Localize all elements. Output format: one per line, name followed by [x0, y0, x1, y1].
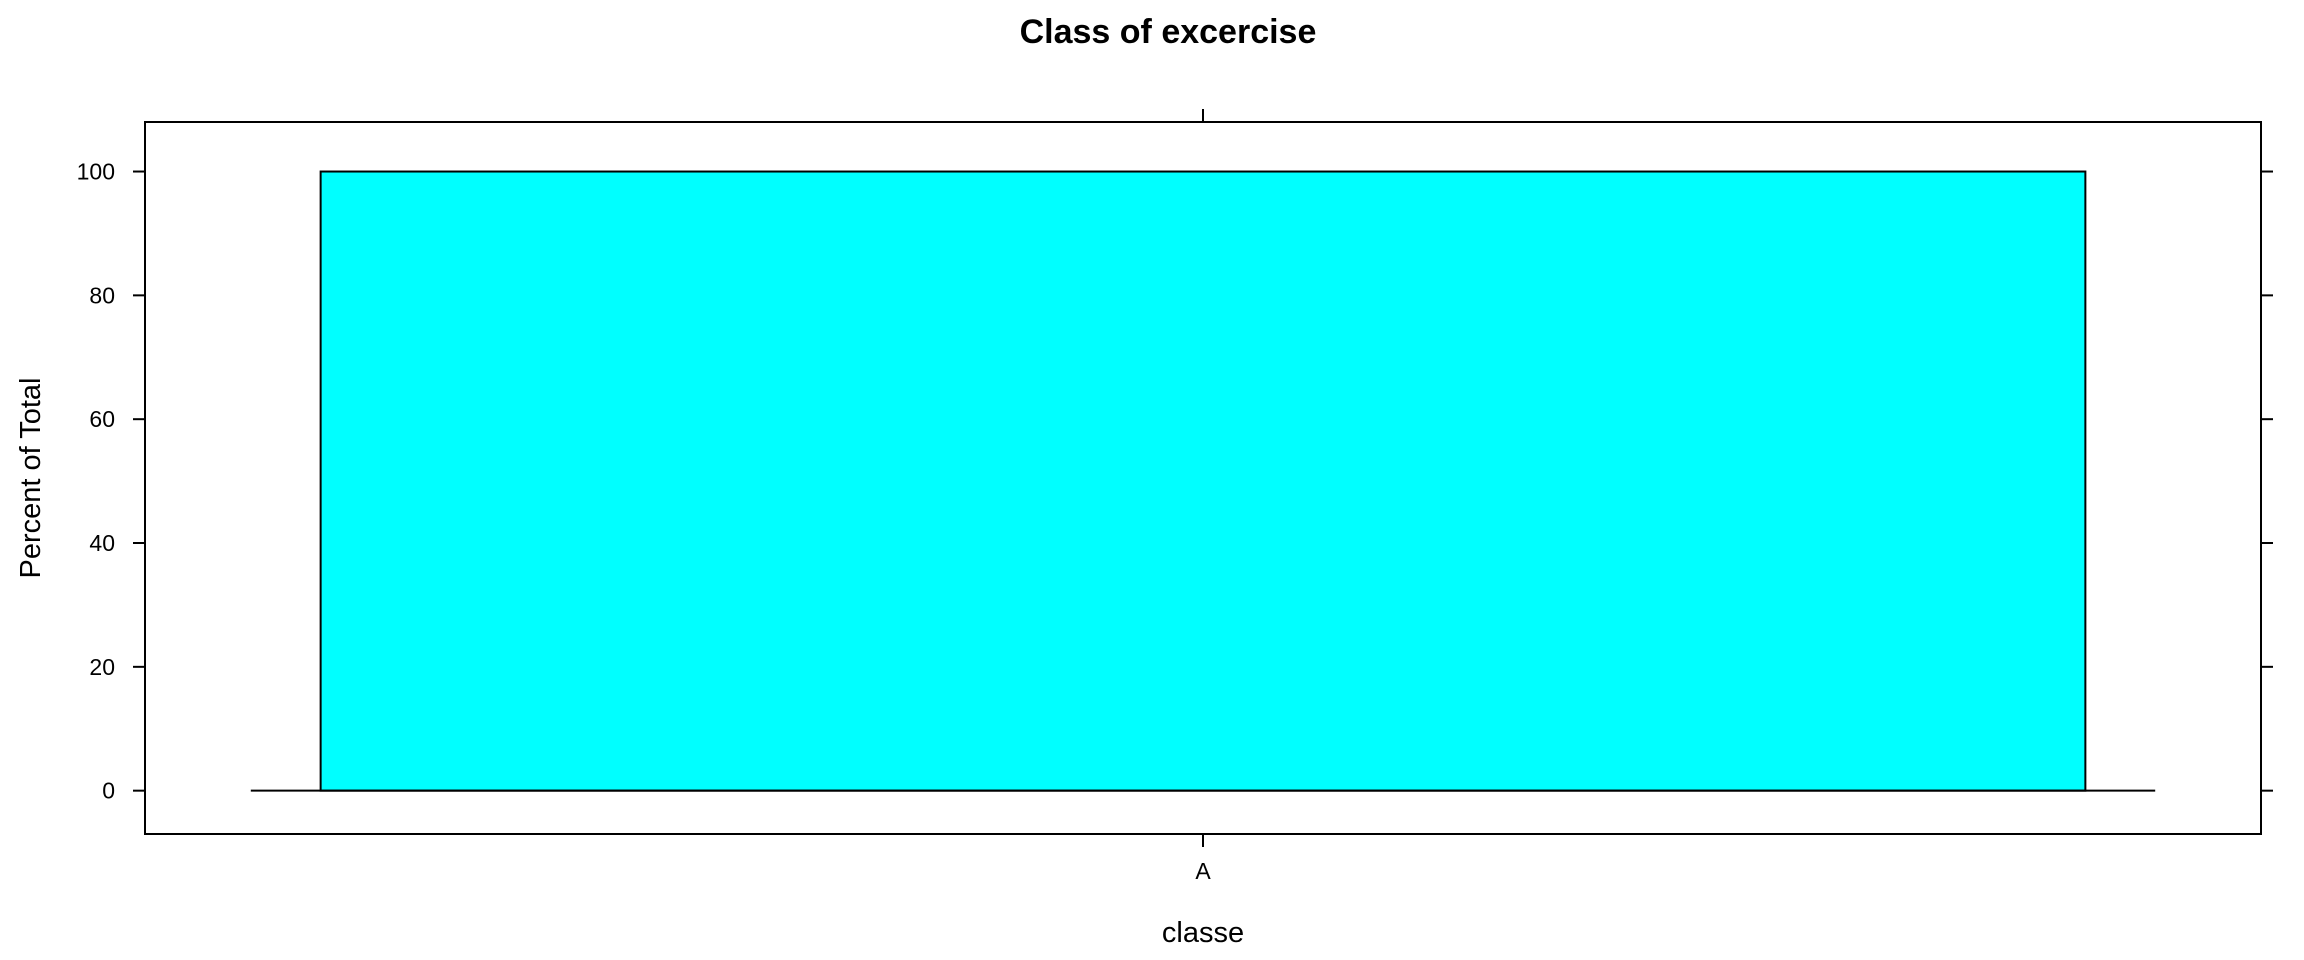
- y-tick-label: 100: [77, 159, 115, 185]
- y-tick-label: 20: [89, 654, 115, 680]
- y-tick-label: 60: [89, 406, 115, 432]
- x-axis-label: classe: [1162, 917, 1244, 949]
- y-axis-left: 0 20 40 60 80 100: [77, 159, 145, 804]
- y-axis-label: Percent of Total: [15, 378, 47, 579]
- y-tick-label: 80: [89, 282, 115, 308]
- y-axis-right: [2261, 170, 2273, 792]
- chart-title: Class of excercise: [1020, 13, 1317, 51]
- x-tick-label: A: [1195, 858, 1211, 884]
- y-tick-label: 40: [89, 530, 115, 556]
- bar: [319, 170, 2087, 792]
- x-axis: A: [1195, 109, 1211, 884]
- bars: [319, 170, 2087, 792]
- y-tick-label: 0: [102, 778, 115, 804]
